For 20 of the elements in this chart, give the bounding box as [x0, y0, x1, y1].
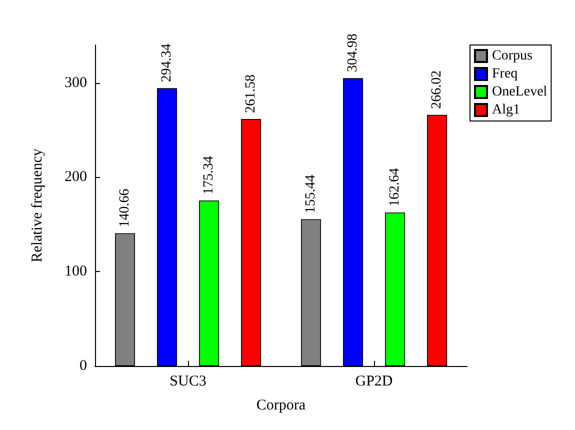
- x-tick-label: SUC3: [170, 374, 206, 390]
- data-label: 261.58: [244, 74, 258, 114]
- y-tick-label: 300: [64, 74, 87, 91]
- x-tick-label: GP2D: [355, 374, 393, 390]
- x-axis-title: Corpora: [256, 398, 306, 414]
- legend-label: Corpus: [492, 48, 532, 64]
- data-label: 140.66: [118, 188, 132, 228]
- data-label: 162.64: [388, 168, 402, 206]
- legend-label: OneLevel: [492, 84, 548, 100]
- y-tick-label: 200: [64, 169, 87, 186]
- data-label: 175.34: [202, 156, 216, 194]
- y-tick-label: 100: [64, 264, 87, 280]
- legend-label: Freq: [492, 66, 518, 82]
- data-label: 304.98: [346, 34, 360, 72]
- data-label: 294.34: [160, 44, 174, 82]
- data-label: 266.02: [430, 70, 444, 109]
- legend-label: Alg1: [492, 102, 520, 118]
- y-tick-label: 0: [80, 358, 87, 374]
- data-label: 155.44: [304, 174, 318, 214]
- y-axis-title: Relative frequency: [30, 148, 46, 262]
